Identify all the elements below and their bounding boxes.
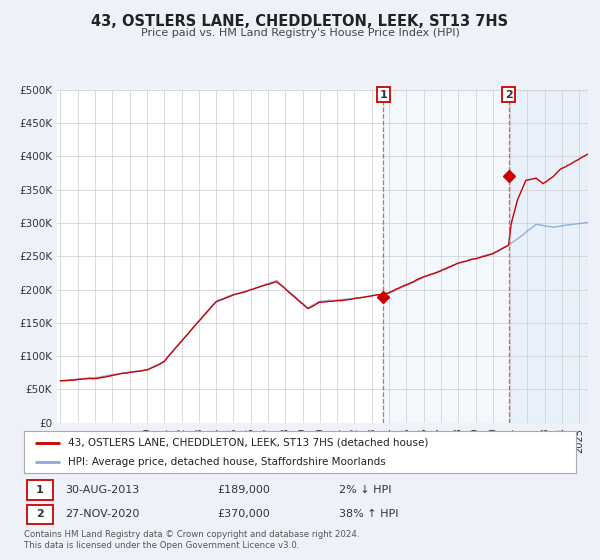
Text: £370,000: £370,000	[217, 510, 270, 520]
Text: 2: 2	[36, 510, 44, 520]
Bar	[383, 90, 588, 423]
Text: This data is licensed under the Open Government Licence v3.0.: This data is licensed under the Open Gov…	[24, 541, 299, 550]
Text: 30-AUG-2013: 30-AUG-2013	[65, 485, 140, 495]
Text: 43, OSTLERS LANE, CHEDDLETON, LEEK, ST13 7HS: 43, OSTLERS LANE, CHEDDLETON, LEEK, ST13…	[91, 14, 509, 29]
Text: Contains HM Land Registry data © Crown copyright and database right 2024.: Contains HM Land Registry data © Crown c…	[24, 530, 359, 539]
Text: 2: 2	[505, 90, 512, 100]
Text: HPI: Average price, detached house, Staffordshire Moorlands: HPI: Average price, detached house, Staf…	[68, 457, 386, 467]
Text: 27-NOV-2020: 27-NOV-2020	[65, 510, 140, 520]
Text: 43, OSTLERS LANE, CHEDDLETON, LEEK, ST13 7HS (detached house): 43, OSTLERS LANE, CHEDDLETON, LEEK, ST13…	[68, 437, 428, 447]
Text: 1: 1	[36, 485, 44, 495]
Text: 1: 1	[379, 90, 387, 100]
Text: 38% ↑ HPI: 38% ↑ HPI	[338, 510, 398, 520]
FancyBboxPatch shape	[27, 480, 53, 500]
FancyBboxPatch shape	[27, 505, 53, 524]
Text: 2% ↓ HPI: 2% ↓ HPI	[338, 485, 391, 495]
Bar	[509, 90, 588, 423]
Text: Price paid vs. HM Land Registry's House Price Index (HPI): Price paid vs. HM Land Registry's House …	[140, 28, 460, 38]
Text: £189,000: £189,000	[217, 485, 270, 495]
